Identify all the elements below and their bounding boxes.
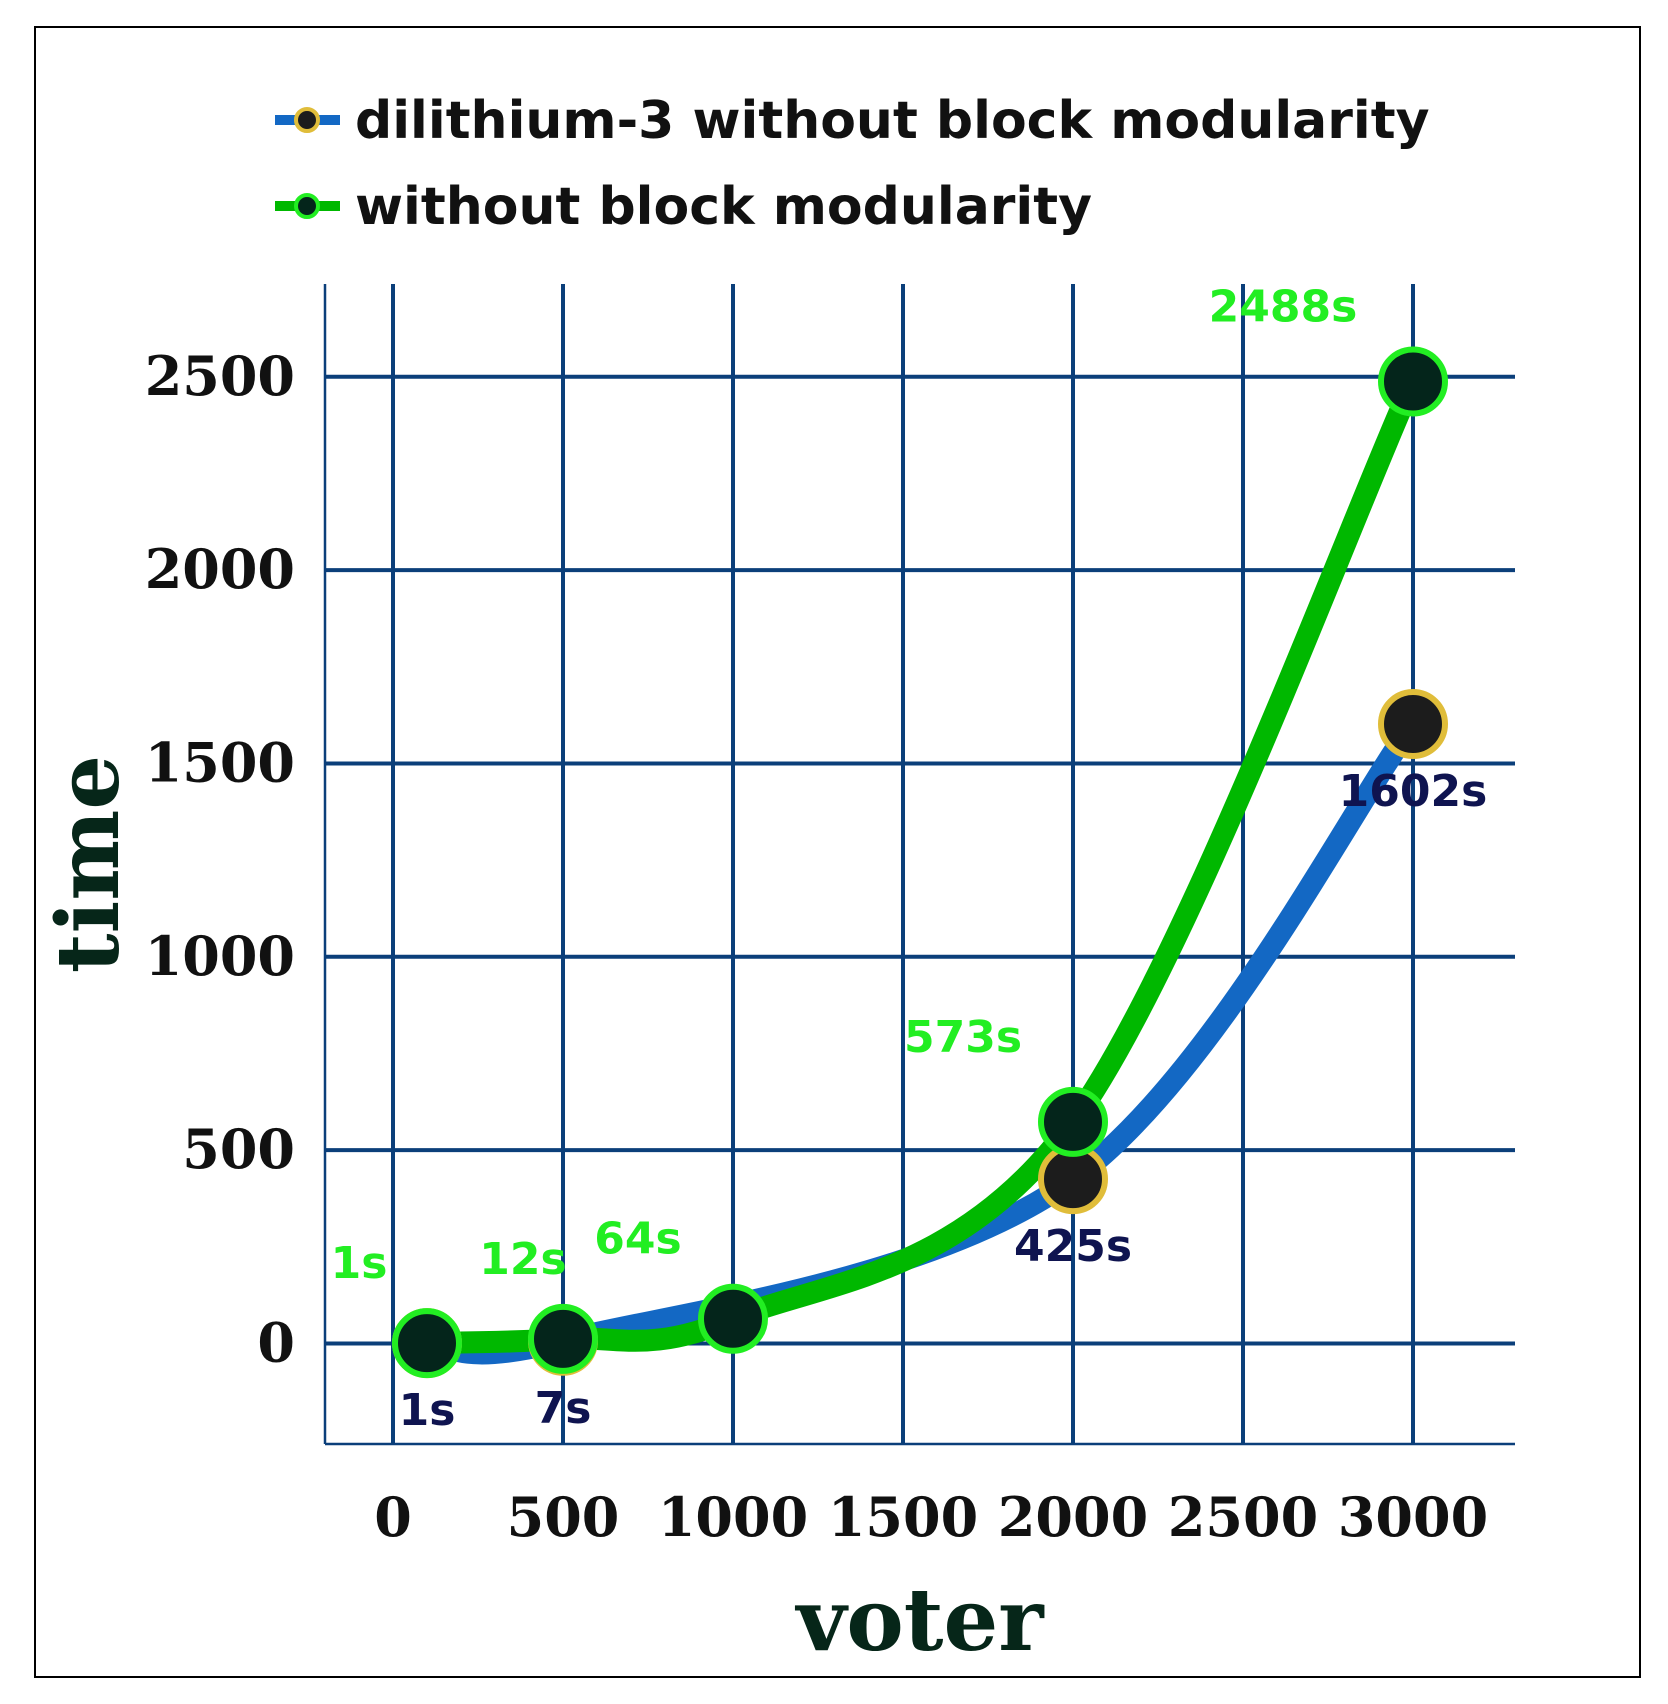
x-tick-label: 2000 — [998, 1485, 1148, 1549]
y-tick-label: 2000 — [145, 537, 295, 601]
legend-marker-1 — [294, 193, 320, 219]
series-0-data-label: 425s — [1014, 1221, 1132, 1272]
x-tick-label: 1500 — [828, 1485, 978, 1549]
series-1-marker — [1038, 1086, 1108, 1157]
series-markers — [392, 346, 1448, 1379]
legend-marker-0 — [294, 107, 320, 133]
series-1-marker — [528, 1303, 598, 1374]
legend-label-1: without block modularity — [355, 177, 1092, 237]
data-labels: 1s 7s 425s 1602s 1s 12s 64s 573s 2488s — [331, 281, 1488, 1436]
series-line-1 — [416, 370, 1424, 1355]
series-1-data-label: 573s — [904, 1012, 1022, 1063]
series-lines — [416, 370, 1424, 1365]
grid — [325, 284, 1515, 1444]
x-axis-title: voter — [794, 1570, 1045, 1671]
series-1-data-label: 1s — [331, 1238, 388, 1289]
y-axis-title: time — [38, 755, 139, 973]
series-1-marker — [1378, 346, 1448, 417]
series-1-data-label: 2488s — [1209, 281, 1358, 332]
x-tick-label: 500 — [507, 1485, 620, 1549]
series-1-marker — [698, 1283, 768, 1354]
tick-labels: 0 500 1000 1500 2000 2500 3000 0 500 1000 1500 2000… — [145, 344, 1488, 1549]
y-tick-label: 1000 — [145, 924, 295, 988]
legend-label-0: dilithium-3 without block modularity — [355, 91, 1429, 151]
y-tick-label: 1500 — [145, 730, 295, 794]
series-1-data-label: 64s — [594, 1214, 681, 1265]
series-1-data-label: 12s — [479, 1234, 566, 1285]
series-0-data-label: 7s — [535, 1383, 592, 1434]
y-tick-label: 2500 — [145, 344, 295, 408]
legend: dilithium-3 without block modularity with… — [275, 91, 1429, 237]
series-1-marker — [392, 1308, 462, 1379]
axes — [323, 284, 1515, 1446]
x-tick-label: 0 — [374, 1485, 412, 1549]
x-tick-label: 2500 — [1168, 1485, 1318, 1549]
figure-frame — [34, 26, 1641, 1678]
x-tick-label: 3000 — [1338, 1485, 1488, 1549]
y-tick-label: 0 — [257, 1310, 295, 1374]
series-0-marker — [1378, 689, 1448, 760]
x-tick-label: 1000 — [658, 1485, 808, 1549]
series-0-data-label: 1602s — [1339, 766, 1488, 817]
y-tick-label: 500 — [182, 1117, 295, 1181]
series-0-data-label: 1s — [399, 1385, 456, 1436]
